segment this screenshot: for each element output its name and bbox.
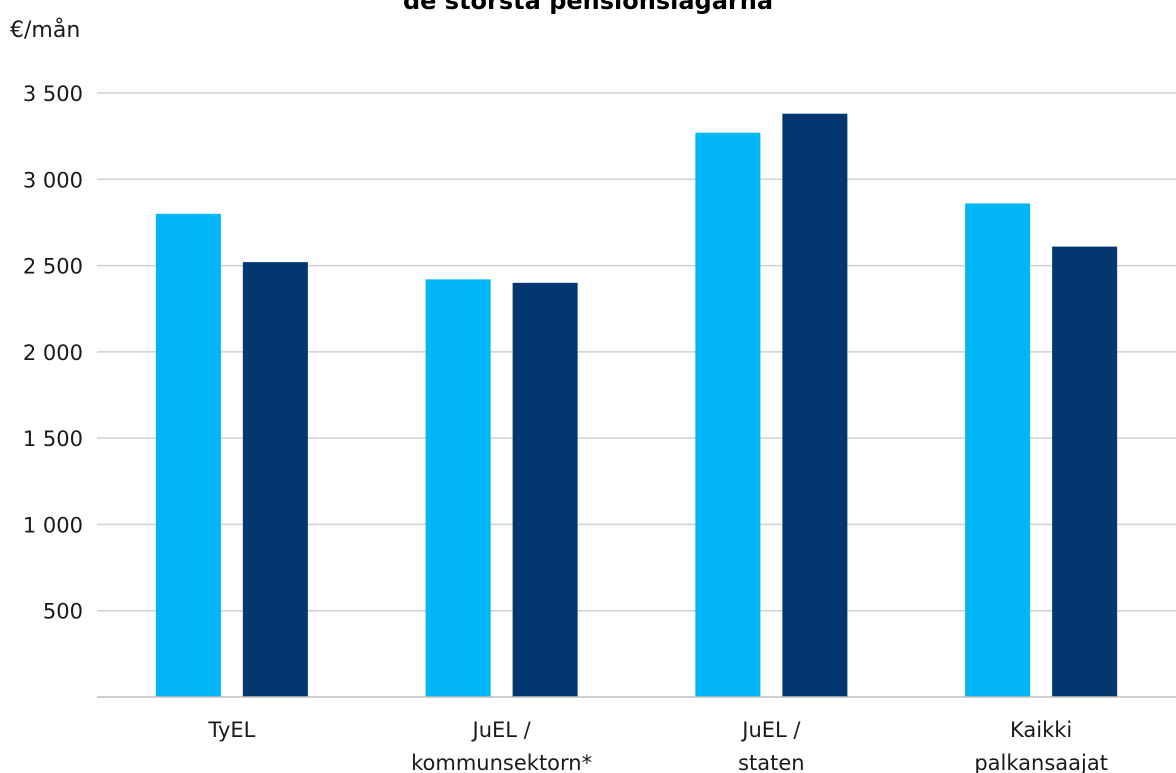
- y-tick-label: 2 500: [23, 255, 83, 279]
- y-tick-label: 500: [43, 600, 83, 624]
- y-tick-label: 1 500: [23, 427, 83, 451]
- y-tick-label: 2 000: [23, 341, 83, 365]
- x-tick-label: kommunsektorn*: [411, 751, 592, 773]
- x-tick-label: Kaikki: [1010, 718, 1072, 742]
- bar-series2-cat2: [512, 282, 578, 697]
- x-tick-label: JuEL /: [471, 718, 532, 742]
- bar-series2-cat4: [1052, 246, 1118, 698]
- bar-series1-cat2: [425, 279, 491, 697]
- bar-series1-cat1: [155, 213, 221, 698]
- y-tick-label: 3 500: [23, 82, 83, 106]
- x-tick-label: TyEL: [207, 718, 255, 742]
- x-tick-label: palkansaajat: [974, 751, 1108, 773]
- y-axis-unit-label: €/mån: [10, 18, 81, 43]
- bars: [155, 113, 1118, 698]
- x-tick-label: JuEL /: [740, 718, 801, 742]
- y-tick-label: 3 000: [23, 168, 83, 192]
- bar-series2-cat3: [782, 113, 848, 698]
- bar-series1-cat4: [965, 203, 1031, 697]
- y-tick-label: 1 000: [23, 513, 83, 537]
- bar-series2-cat1: [242, 262, 308, 697]
- chart-title: de största pensionslagarna: [402, 0, 774, 15]
- bar-series1-cat3: [695, 132, 761, 698]
- axes: 500 1 000 1 500 2 000 2 500 3 000 3 500 TyEL JuE…: [23, 82, 1176, 773]
- x-tick-label: staten: [738, 751, 805, 773]
